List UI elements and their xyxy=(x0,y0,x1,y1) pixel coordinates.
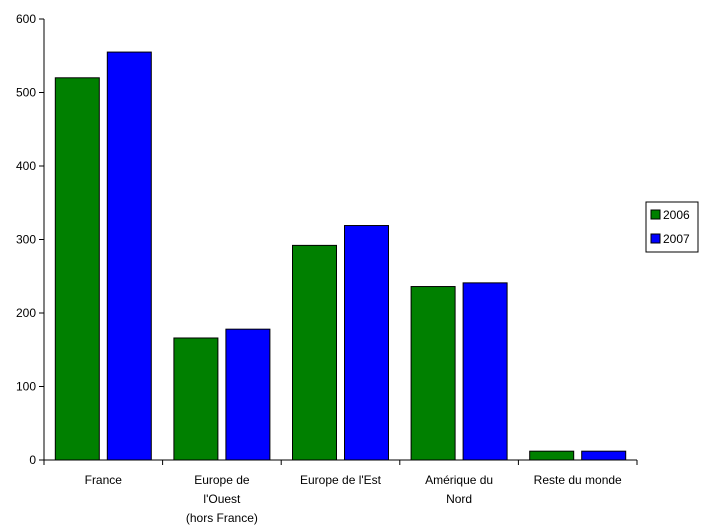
x-category-label: France xyxy=(85,473,123,487)
bar-2007-1 xyxy=(225,328,271,461)
bar-2007-4 xyxy=(581,450,627,461)
x-category-label: Europe de l'Est xyxy=(300,473,382,487)
y-tick-label: 100 xyxy=(16,380,36,394)
bar-2006-3 xyxy=(410,286,456,461)
legend: 2006 2007 xyxy=(645,201,699,253)
y-tick-label: 400 xyxy=(16,159,36,173)
y-ticks-group: 0 100 200 300 400 500 600 xyxy=(16,12,44,467)
x-category-label: Europe de xyxy=(194,473,250,487)
legend-label-2006: 2006 xyxy=(663,208,690,222)
y-tick-label: 300 xyxy=(16,233,36,247)
legend-swatch-2007 xyxy=(650,233,661,244)
legend-swatch-2006 xyxy=(650,209,661,220)
y-tick-label: 500 xyxy=(16,86,36,100)
x-category-label: Reste du monde xyxy=(534,473,622,487)
bar-2007-0 xyxy=(106,51,152,461)
x-category-label: (hors France) xyxy=(186,511,258,525)
x-category-label: l'Ouest xyxy=(203,492,241,506)
y-tick-label: 200 xyxy=(16,306,36,320)
bar-2006-1 xyxy=(173,337,219,461)
bar-2007-2 xyxy=(344,225,389,461)
bar-2007-3 xyxy=(462,282,508,461)
x-category-label: Amérique du xyxy=(425,473,493,487)
bar-2006-4 xyxy=(529,450,575,461)
y-tick-label: 600 xyxy=(16,12,36,26)
bar-2006-2 xyxy=(292,244,337,461)
bar-2006-0 xyxy=(54,77,100,461)
y-tick-label: 0 xyxy=(29,453,36,467)
x-ticks-group: France Europe de l'Ouest (hors France) Europ… xyxy=(43,460,638,525)
x-category-label: Nord xyxy=(446,492,472,506)
legend-label-2007: 2007 xyxy=(663,232,690,246)
bars-group xyxy=(54,51,627,461)
